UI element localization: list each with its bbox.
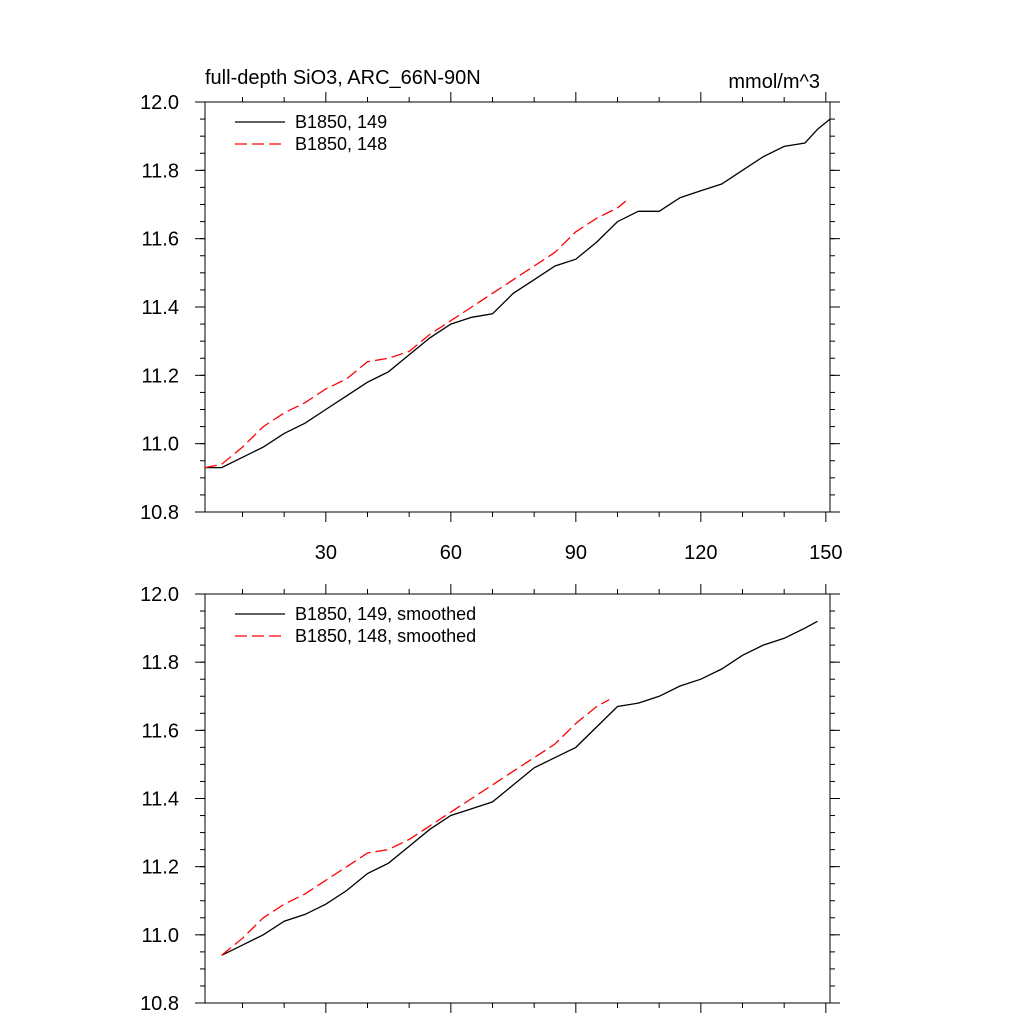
legend-label: B1850, 148, smoothed [295, 626, 476, 646]
y-tick-label: 12.0 [140, 92, 179, 114]
plot-frame [204, 101, 831, 513]
series-line-black [221, 620, 818, 956]
y-tick-label: 11.4 [142, 789, 179, 811]
plot-frame [204, 593, 831, 1004]
x-tick-label: 150 [809, 542, 842, 564]
y-tick-label: 11.0 [142, 434, 179, 456]
y-tick-label: 11.2 [142, 857, 179, 879]
legend-label: B1850, 149, smoothed [295, 604, 476, 624]
x-tick-label: 60 [440, 542, 462, 564]
series-line-black [205, 118, 831, 469]
y-tick-label: 10.8 [140, 993, 179, 1015]
y-tick-label: 11.6 [142, 229, 179, 251]
y-tick-label: 12.0 [140, 584, 179, 606]
y-tick-label: 11.6 [142, 720, 179, 742]
series-line-red-dashed [204, 200, 627, 469]
chart-title: full-depth SiO3, ARC_66N-90N [205, 67, 481, 89]
x-tick-label: 90 [565, 542, 587, 564]
series-line-red-dashed [221, 699, 610, 956]
y-tick-label: 11.8 [142, 652, 179, 674]
y-tick-label: 10.8 [140, 502, 179, 524]
legend-label: B1850, 148 [295, 134, 387, 154]
y-tick-label: 11.8 [142, 160, 179, 182]
y-tick-label: 11.4 [142, 297, 179, 319]
y-tick-label: 11.0 [142, 925, 179, 947]
x-tick-label: 120 [684, 542, 717, 564]
top-panel: 10.8 11.0 11.2 11.4 11.6 11.8 12.0 30 60 90 120 150… [140, 92, 843, 564]
x-tick-label: 30 [315, 542, 337, 564]
y-tick-label: 11.2 [142, 365, 179, 387]
legend-label: B1850, 149 [295, 112, 387, 132]
units-label: mmol/m^3 [728, 71, 820, 93]
bottom-panel: 10.8 11.0 11.2 11.4 11.6 11.8 12.0 B1850, 149, … [140, 584, 840, 1015]
